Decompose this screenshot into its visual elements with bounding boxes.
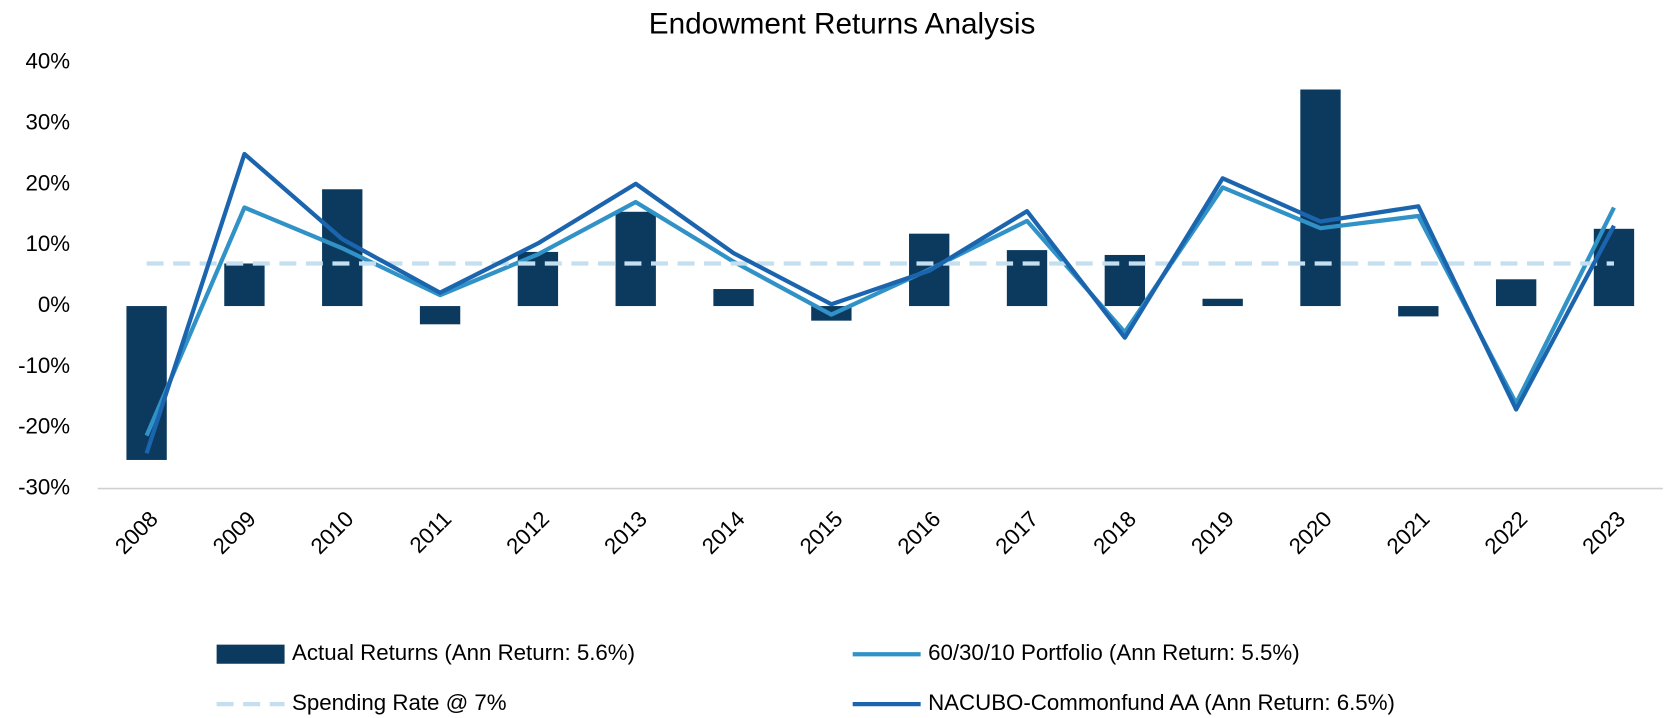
y-tick-label: 10%: [25, 231, 70, 256]
bar: [1495, 279, 1537, 307]
y-tick-label: -30%: [18, 474, 70, 499]
x-tick-label: 2021: [1382, 506, 1435, 559]
legend-swatch: [216, 644, 285, 664]
y-tick-label: 30%: [25, 109, 70, 134]
x-tick-label: 2013: [599, 506, 652, 559]
bar: [615, 211, 656, 307]
y-tick-label: -10%: [18, 353, 70, 378]
x-tick-label: 2022: [1480, 506, 1533, 559]
x-tick-label: 2017: [990, 506, 1043, 559]
bar: [1202, 298, 1243, 307]
x-tick-label: 2020: [1284, 506, 1337, 559]
y-tick-label: -20%: [18, 414, 70, 439]
x-tick-label: 2009: [208, 506, 261, 559]
y-tick-label: 20%: [25, 170, 70, 195]
x-tick-label: 2019: [1186, 506, 1239, 559]
x-tick-label: 2014: [697, 506, 750, 559]
bar: [1006, 250, 1048, 307]
line: [144, 185, 1616, 437]
legend-label: Actual Returns (Ann Return: 5.6%): [292, 640, 635, 665]
x-tick-label: 2015: [795, 506, 848, 559]
x-tick-label: 2011: [405, 506, 457, 558]
x-tick-label: 2018: [1088, 506, 1141, 559]
x-tick-label: 2016: [893, 506, 946, 559]
bar: [419, 306, 461, 325]
bar: [1593, 228, 1635, 307]
x-tick-label: 2023: [1577, 506, 1630, 559]
x-tick-label: 2010: [306, 506, 359, 559]
y-tick-label: 40%: [25, 49, 70, 74]
x-tick-label: 2012: [501, 506, 554, 559]
legend-label: NACUBO-Commonfund AA (Ann Return: 6.5%): [928, 690, 1395, 715]
bar: [1398, 306, 1439, 317]
bar: [713, 289, 754, 307]
x-tick-label: 2008: [110, 506, 163, 559]
bar: [224, 263, 265, 307]
legend-label: Spending Rate @ 7%: [292, 690, 507, 715]
y-tick-label: 0%: [38, 292, 70, 317]
bar: [126, 306, 167, 460]
chart-title: Endowment Returns Analysis: [649, 7, 1036, 40]
legend-label: 60/30/10 Portfolio (Ann Return: 5.5%): [928, 640, 1300, 665]
line: [144, 151, 1616, 454]
bar: [1300, 89, 1341, 307]
